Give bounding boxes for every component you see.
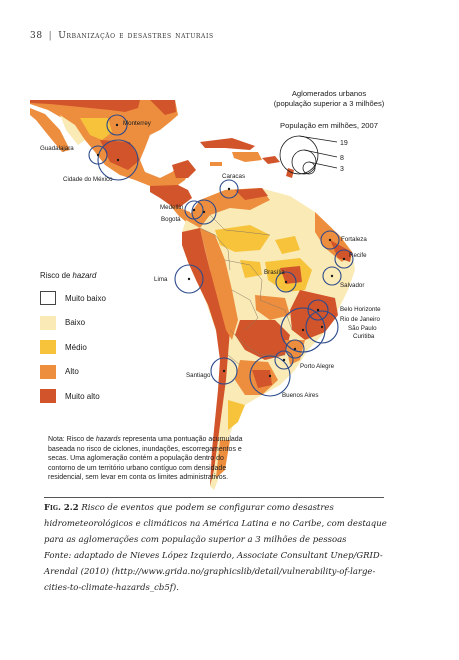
legend-swatch	[40, 364, 56, 379]
chapter-title: Urbanização e desastres naturais	[58, 31, 214, 41]
legend-item-medio: Médio	[40, 335, 160, 360]
label-curitiba: Curitiba	[353, 333, 375, 340]
circle-belo-horizonte	[307, 299, 329, 321]
label-caracas: Caracas	[222, 173, 245, 180]
page-number: 38	[30, 31, 43, 41]
note-em: hazards	[95, 436, 121, 443]
label-bogota: Bogotá	[161, 216, 181, 223]
legend-label: Baixo	[65, 318, 86, 328]
label-lima: Lima	[154, 276, 168, 283]
label-medellin: Medellín	[160, 204, 184, 211]
circle-salvador	[322, 266, 342, 286]
population-size-labels: 19 8 3	[340, 140, 348, 173]
legend-title-prefix: Risco de	[40, 271, 73, 280]
size-label-3: 3	[340, 166, 344, 173]
legend-swatch	[40, 291, 56, 306]
label-cidade-do-mexico: Cidade do México	[63, 176, 113, 183]
mexico-landmass	[30, 100, 196, 188]
circle-buenos-aires	[249, 355, 291, 397]
country-borders	[199, 214, 293, 366]
label-guadalajara: Guadalajara	[40, 145, 74, 152]
hazard-legend: Risco de hazard Muito baixo Baixo Médio …	[40, 271, 160, 409]
label-rio-de-janeiro: Rio de Janeiro	[340, 316, 380, 323]
figure-caption: Fig. 2.2 Risco de eventos que podem se c…	[44, 501, 389, 548]
circle-rio-de-janeiro	[305, 310, 339, 344]
circle-brasilia	[275, 271, 297, 293]
label-buenos-aires: Buenos Aires	[282, 392, 318, 399]
note-prefix: Nota: Risco de	[48, 436, 96, 443]
circle-lima	[174, 264, 204, 294]
size-label-8: 8	[340, 155, 344, 162]
header-separator: |	[48, 31, 53, 41]
legend-swatch	[40, 340, 56, 355]
legend-item-baixo: Baixo	[40, 311, 160, 336]
label-recife: Recife	[349, 252, 367, 259]
agglomerations-title-line1: Aglomerados urbanos	[291, 89, 367, 98]
legend-item-muito-baixo: Muito baixo	[40, 286, 160, 311]
label-sao-paulo: São Paulo	[348, 325, 377, 332]
city-labels: Monterrey Guadalajara Cidade do México C…	[40, 120, 381, 399]
circle-santiago	[210, 357, 238, 385]
legend-title: Risco de hazard	[40, 271, 160, 280]
legend-swatch	[40, 389, 56, 404]
label-belo-horizonte: Belo Horizonte	[340, 306, 381, 313]
circle-porto-alegre	[274, 350, 294, 370]
caribbean-islands	[200, 138, 294, 178]
map-note: Nota: Risco de hazards representa uma po…	[48, 435, 248, 483]
running-header: 38 | Urbanização e desastres naturais	[30, 31, 430, 41]
south-america	[182, 188, 355, 490]
circle-curitiba	[285, 339, 305, 359]
legend-label: Muito baixo	[65, 293, 106, 303]
population-size-legend	[279, 135, 338, 175]
circle-fortaleza	[320, 230, 340, 250]
circle-bogota	[191, 199, 217, 225]
figure-source: Fonte: adaptado de Nieves López Izquierd…	[44, 551, 383, 593]
circle-caracas	[219, 179, 239, 199]
central-america	[150, 185, 192, 222]
city-dots	[96, 123, 346, 378]
hazard-risk-map: Monterrey Guadalajara Cidade do México C…	[30, 100, 381, 490]
population-title: População em milhões, 2007	[280, 121, 378, 130]
legend-item-muito-alto: Muito alto	[40, 384, 160, 409]
legend-label: Médio	[65, 342, 87, 352]
label-porto-alegre: Porto Alegre	[300, 363, 335, 370]
agglomerations-title-line2: (população superior a 3 milhões)	[273, 99, 385, 108]
agglomeration-circles	[88, 114, 354, 397]
circle-monterrey	[106, 114, 128, 136]
legend-swatch	[40, 315, 56, 330]
note-text: representa uma pontuação acumulada basea…	[48, 436, 243, 482]
label-salvador: Salvador	[340, 282, 364, 289]
label-santiago: Santiago	[186, 372, 211, 379]
label-fortaleza: Fortaleza	[341, 236, 367, 243]
legend-label: Muito alto	[65, 391, 100, 401]
label-monterrey: Monterrey	[123, 120, 152, 127]
circle-cidade-do-mexico	[97, 139, 139, 181]
circle-recife	[334, 249, 354, 269]
legend-item-alto: Alto	[40, 360, 160, 385]
caption-divider	[44, 497, 384, 498]
legend-label: Alto	[65, 367, 79, 377]
legend-title-em: hazard	[72, 271, 97, 280]
caption-text: Risco de eventos que podem se configurar…	[44, 503, 387, 545]
agglomerations-title: Aglomerados urbanos (população superior …	[254, 89, 404, 109]
label-brasilia: Brasília	[264, 269, 285, 276]
figure-label: Fig. 2.2	[44, 503, 79, 513]
size-label-19: 19	[340, 140, 348, 147]
